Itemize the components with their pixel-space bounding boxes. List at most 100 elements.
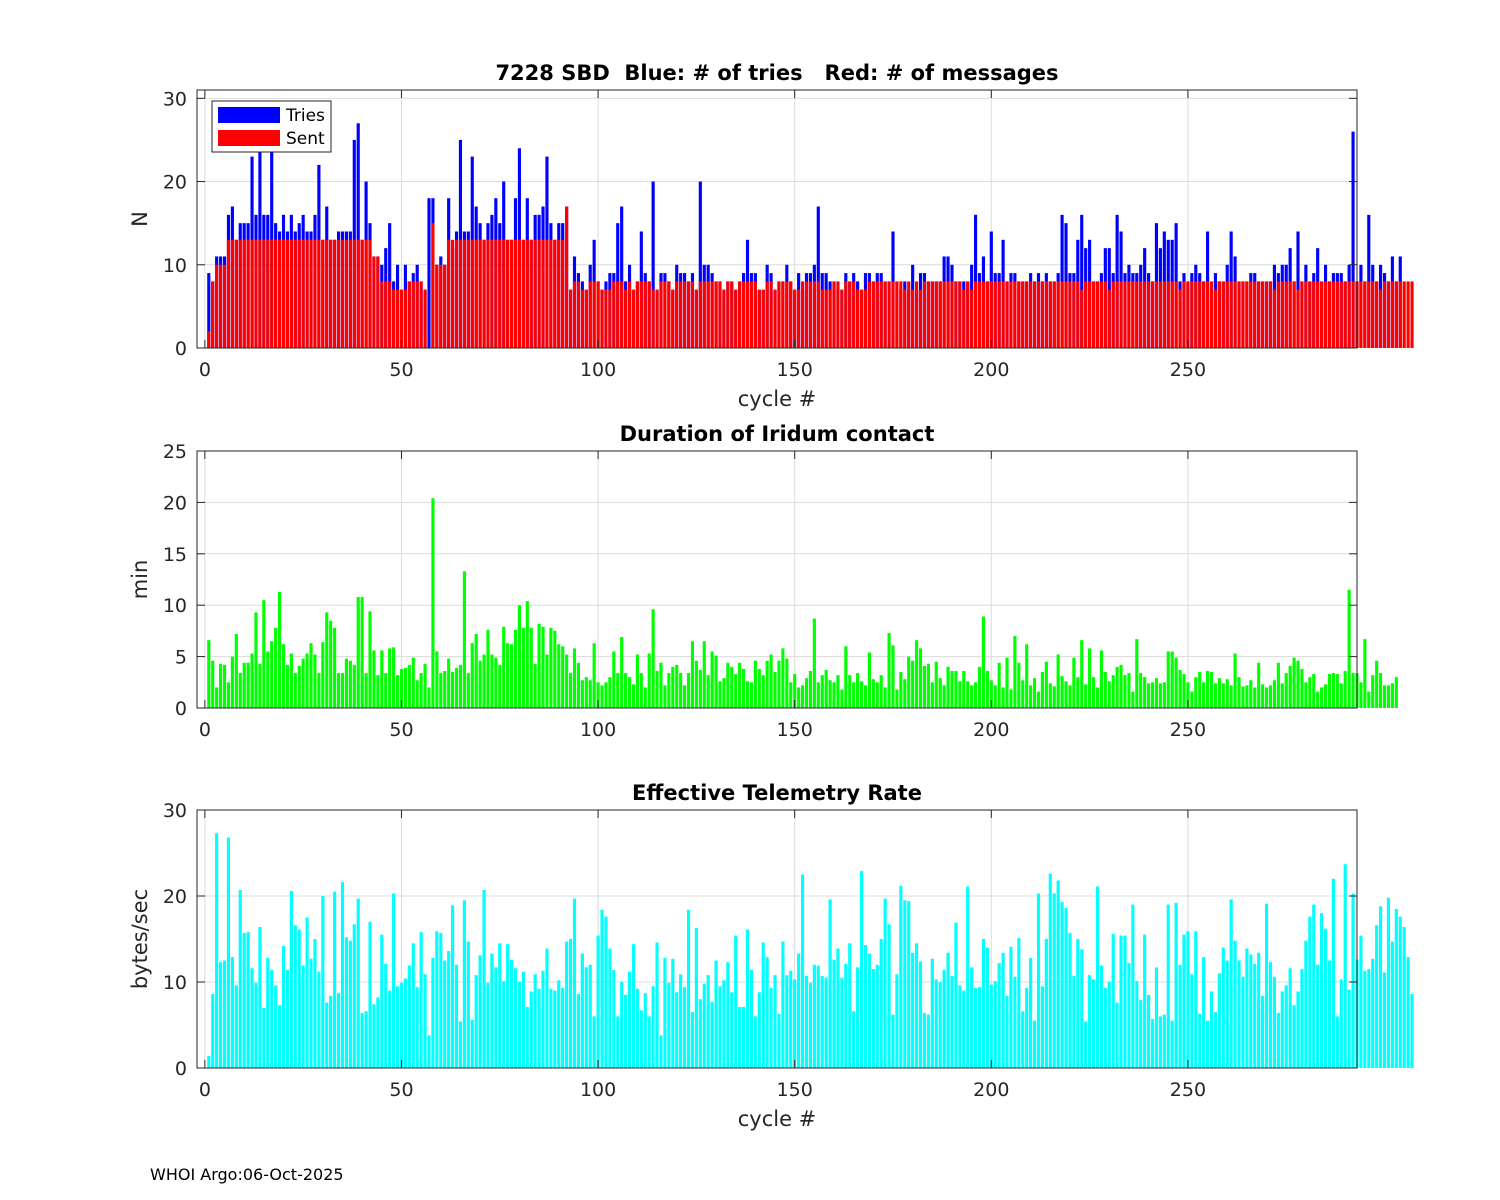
bar: [293, 673, 297, 708]
bar: [816, 281, 820, 348]
bar: [1036, 281, 1041, 348]
bar: [639, 1010, 643, 1068]
x-tick-label: 0: [199, 1079, 211, 1101]
bar: [1296, 991, 1300, 1068]
bar: [1158, 1016, 1162, 1068]
bar: [1410, 994, 1414, 1068]
bar: [1080, 289, 1084, 348]
bar: [549, 988, 553, 1068]
bar: [254, 239, 258, 348]
bar: [395, 289, 400, 348]
bar: [1009, 689, 1013, 708]
bar: [887, 632, 891, 708]
bar: [439, 673, 443, 708]
bar: [454, 667, 459, 708]
bar: [1343, 864, 1347, 1068]
bar: [309, 958, 313, 1068]
bar: [1359, 682, 1363, 708]
bar: [1264, 281, 1269, 348]
bar: [867, 953, 871, 1068]
bar: [753, 660, 757, 708]
bar: [1343, 281, 1347, 348]
bar: [1052, 281, 1056, 348]
bar: [521, 627, 525, 708]
bar: [230, 239, 234, 348]
bar: [340, 882, 345, 1068]
bar: [797, 289, 801, 348]
bar: [270, 239, 274, 348]
bar: [470, 643, 474, 708]
bar: [1162, 682, 1166, 708]
bar: [1288, 968, 1292, 1068]
bar: [1084, 281, 1088, 348]
bar: [1017, 662, 1021, 708]
bar: [738, 662, 742, 708]
bar: [742, 281, 746, 348]
bar: [800, 685, 805, 708]
bar: [1099, 281, 1103, 348]
y-tick-label: 30: [163, 800, 187, 822]
bar: [1166, 651, 1170, 708]
bar: [604, 289, 608, 348]
bar: [958, 681, 962, 708]
bar: [403, 978, 407, 1068]
bar: [694, 927, 698, 1068]
bar: [451, 672, 455, 708]
bar: [506, 643, 510, 708]
bar: [1386, 897, 1391, 1068]
bar: [545, 654, 549, 708]
bar: [989, 281, 993, 348]
bar: [836, 675, 840, 708]
bar: [985, 947, 989, 1068]
bar: [1072, 975, 1076, 1068]
bar: [1127, 963, 1131, 1068]
bar: [285, 664, 290, 708]
bar: [907, 656, 911, 708]
bar: [1170, 1020, 1174, 1068]
bar: [533, 239, 537, 348]
legend-swatch-sent: [218, 130, 280, 146]
bar: [1048, 281, 1052, 348]
bar: [1249, 954, 1253, 1068]
bar: [1139, 281, 1143, 348]
bar: [348, 940, 352, 1068]
x-tick-label: 250: [1170, 1079, 1206, 1101]
bar: [1021, 680, 1025, 708]
bar: [222, 664, 227, 708]
bar: [616, 281, 620, 348]
bar: [789, 970, 793, 1068]
y-tick-label: 25: [163, 441, 187, 463]
bar: [631, 684, 636, 708]
bar: [553, 990, 557, 1068]
bar: [1190, 691, 1194, 708]
bar: [651, 289, 655, 348]
bar: [1233, 940, 1237, 1068]
bar: [1304, 940, 1308, 1068]
bar: [447, 658, 451, 708]
bar: [1178, 289, 1182, 348]
bar: [234, 239, 238, 348]
bar: [997, 963, 1001, 1068]
bar: [423, 663, 427, 708]
bar: [930, 281, 934, 348]
bar: [596, 281, 600, 348]
bar: [718, 986, 722, 1068]
bar: [1139, 673, 1143, 708]
bar: [899, 672, 903, 708]
bar: [407, 281, 411, 348]
bar: [568, 673, 573, 708]
bar: [1198, 672, 1202, 708]
bar: [887, 924, 891, 1068]
bar: [1044, 939, 1048, 1068]
bar: [922, 1012, 927, 1068]
bar: [584, 677, 588, 708]
bar: [1276, 281, 1280, 348]
bar: [765, 281, 769, 348]
bar: [384, 963, 388, 1068]
bar: [667, 673, 671, 708]
bar: [848, 281, 852, 348]
bar: [812, 964, 816, 1068]
bar: [966, 281, 970, 348]
bar: [879, 675, 883, 708]
bar: [525, 601, 529, 708]
